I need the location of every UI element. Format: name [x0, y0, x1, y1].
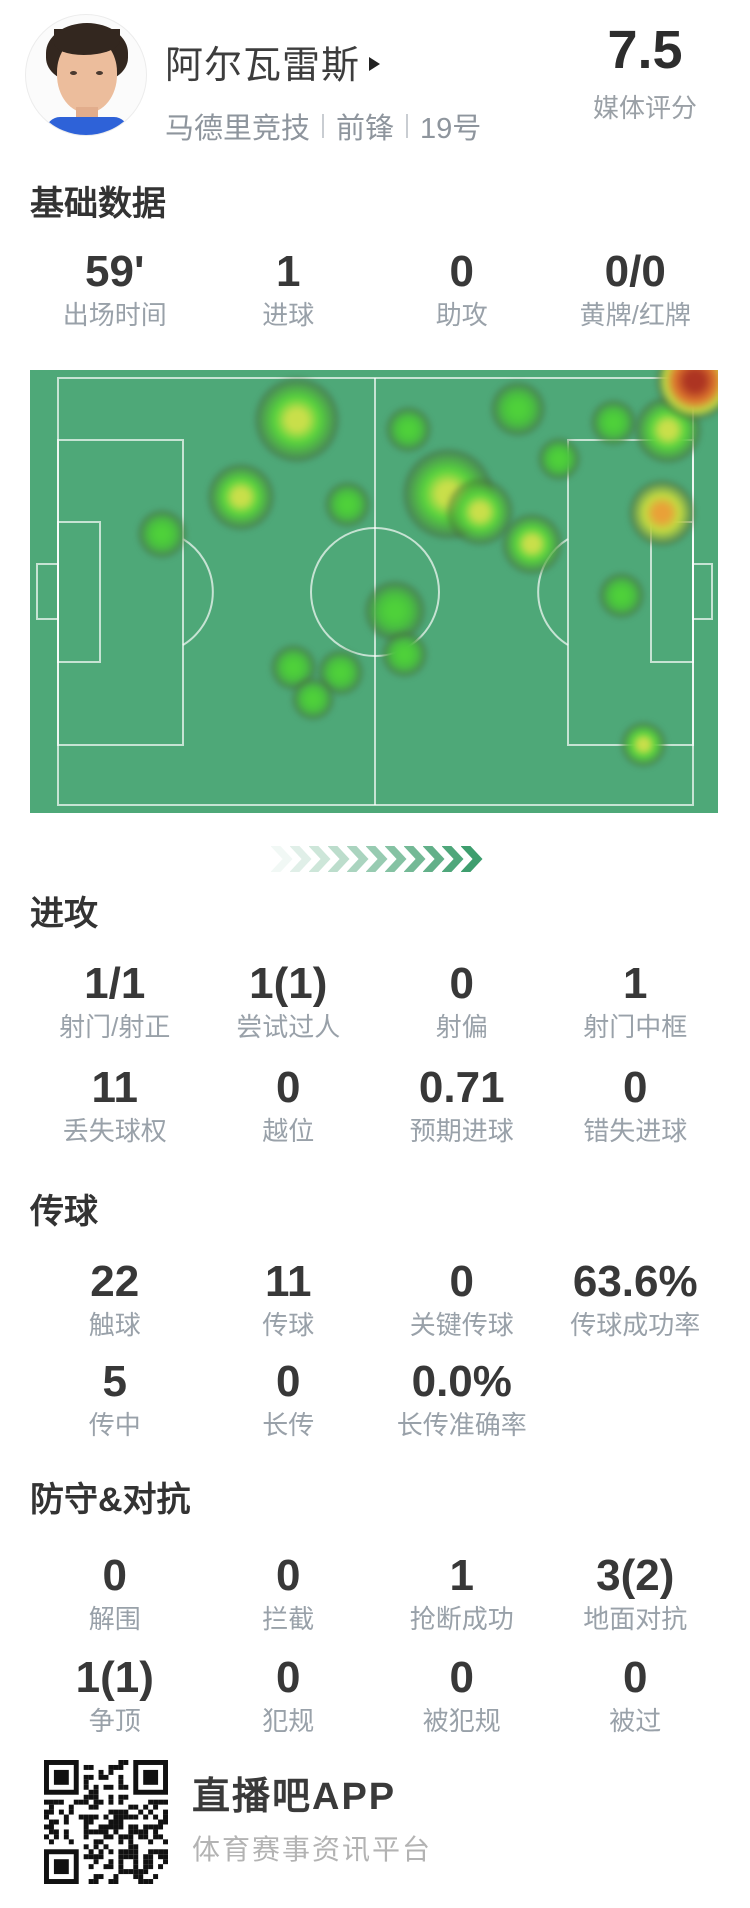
stat-possession-lost: 11 丢失球权	[62, 1063, 167, 1147]
section-title-defense: 防守&对抗	[30, 1481, 191, 1519]
stat-touches: 22 触球	[88, 1257, 141, 1341]
team-name: 马德里竞技	[165, 113, 311, 145]
stat-empty	[549, 1358, 723, 1440]
chevron-icon	[289, 846, 312, 872]
expand-arrow-icon	[369, 56, 381, 71]
stat-shots-on-target: 1/1 射门/射正	[59, 959, 171, 1043]
rating-label: 媒体评分	[592, 93, 697, 123]
separator	[322, 114, 325, 138]
shirt-number: 19号	[420, 113, 482, 145]
section-title-basic: 基础数据	[30, 185, 166, 223]
pitch-lines	[36, 377, 713, 806]
stat-goals: 1 进球	[262, 247, 315, 331]
chevron-icon	[346, 846, 369, 872]
player-meta: 马德里竞技 前锋 19号	[165, 105, 481, 147]
defense-stats-row1: 0 解围 0 拦截 1 抢断成功 3(2) 地面对抗	[0, 1551, 750, 1635]
section-title-attack: 进攻	[30, 895, 98, 933]
stat-dribbles: 1(1) 尝试过人	[236, 959, 341, 1043]
stat-interceptions: 0 拦截	[262, 1551, 315, 1635]
stat-chances-missed: 0 错失进球	[583, 1063, 688, 1147]
chevron-icon	[403, 846, 426, 872]
attack-stats-row1: 1/1 射门/射正 1(1) 尝试过人 0 射偏 1 射门中框	[0, 959, 750, 1043]
chevron-icon	[422, 846, 445, 872]
avatar-eye	[96, 71, 103, 75]
stat-passes: 11 传球	[262, 1257, 315, 1341]
app-tagline: 体育赛事资讯平台	[192, 1834, 433, 1865]
stat-offsides: 0 越位	[262, 1063, 315, 1147]
stat-assists: 0 助攻	[435, 247, 488, 331]
passing-stats-row1: 22 触球 11 传球 0 关键传球 63.6% 传球成功率	[0, 1257, 750, 1341]
stat-minutes-played: 59' 出场时间	[62, 247, 167, 331]
passing-stats-row2: 5 传中 0 长传 0.0% 长传准确率	[0, 1357, 750, 1441]
qr-code	[44, 1760, 168, 1884]
stat-dribbled-past: 0 被过	[609, 1653, 662, 1737]
stat-long-balls: 0 长传	[262, 1357, 315, 1441]
stat-tackles-won: 1 抢断成功	[409, 1551, 514, 1635]
chevron-icon	[308, 846, 331, 872]
player-position: 前锋	[336, 113, 395, 145]
stat-long-ball-accuracy: 0.0% 长传准确率	[396, 1357, 527, 1441]
separator	[406, 114, 409, 138]
player-name: 阿尔瓦雷斯	[165, 45, 361, 87]
stat-key-passes: 0 关键传球	[409, 1257, 514, 1341]
stat-cards: 0/0 黄牌/红牌	[579, 247, 691, 331]
attack-stats-row2: 11 丢失球权 0 越位 0.71 预期进球 0 错失进球	[0, 1063, 750, 1147]
chevron-icon	[384, 846, 407, 872]
stat-clearances: 0 解围	[88, 1551, 141, 1635]
chevron-icon	[441, 846, 464, 872]
stat-fouled: 0 被犯规	[422, 1653, 501, 1737]
stat-aerial-duels: 1(1) 争顶	[75, 1653, 154, 1737]
player-name-row[interactable]: 阿尔瓦雷斯	[165, 34, 481, 89]
stat-expected-goals: 0.71 预期进球	[409, 1063, 514, 1147]
chevron-icon	[270, 846, 293, 872]
section-title-passing: 传球	[30, 1193, 98, 1231]
stat-fouls: 0 犯规	[262, 1653, 315, 1737]
avatar-jersey	[46, 117, 128, 135]
footer: 直播吧APP 体育赛事资讯平台	[44, 1760, 750, 1884]
chevron-icon	[327, 846, 350, 872]
defense-stats-row2: 1(1) 争顶 0 犯规 0 被犯规 0 被过	[0, 1653, 750, 1737]
basic-stats-grid: 59' 出场时间 1 进球 0 助攻 0/0 黄牌/红牌	[0, 247, 750, 331]
app-name: 直播吧APP	[192, 1776, 397, 1818]
player-info: 阿尔瓦雷斯 马德里竞技 前锋 19号	[165, 34, 481, 147]
header: 阿尔瓦雷斯 马德里竞技 前锋 19号 7.5 媒体评分	[0, 0, 750, 145]
stat-shots-woodwork: 1 射门中框	[583, 959, 688, 1043]
stat-ground-duels: 3(2) 地面对抗	[583, 1551, 688, 1635]
chevron-icon	[365, 846, 388, 872]
heatmap-field	[30, 370, 718, 813]
media-rating: 7.5 媒体评分	[575, 22, 715, 125]
avatar-eye	[70, 71, 77, 75]
avatar-fringe	[54, 29, 120, 55]
rating-value: 7.5	[607, 20, 683, 80]
player-avatar	[25, 14, 147, 136]
stat-pass-accuracy: 63.6% 传球成功率	[570, 1257, 701, 1341]
footer-text: 直播吧APP 体育赛事资讯平台	[192, 1776, 432, 1868]
chevron-divider	[0, 846, 750, 872]
stat-shots-off: 0 射偏	[435, 959, 488, 1043]
stat-crosses: 5 传中	[88, 1357, 141, 1441]
chevron-icon	[460, 846, 483, 872]
